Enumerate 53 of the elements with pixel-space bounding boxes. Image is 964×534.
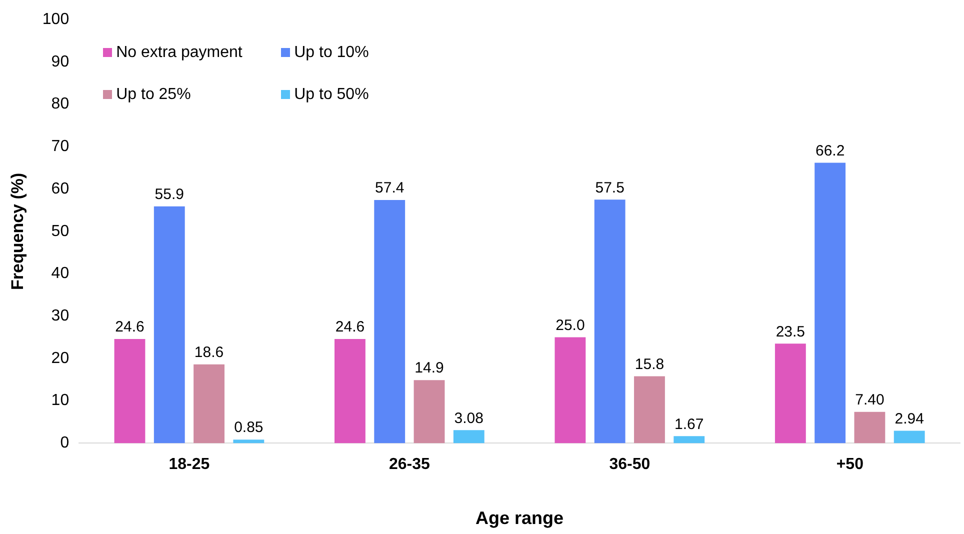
y-tick-label: 10: [51, 392, 70, 410]
bar: [374, 200, 406, 444]
data-label: 1.67: [674, 416, 704, 433]
bar: [554, 337, 586, 444]
legend-label: Up to 50%: [294, 86, 369, 104]
bar: [674, 436, 705, 444]
x-tick-label: 26-35: [388, 456, 430, 474]
data-label: 24.6: [115, 318, 144, 336]
x-tick-label: 36-50: [609, 456, 650, 474]
data-label: 25.0: [556, 316, 585, 334]
y-tick-label: 60: [51, 180, 70, 198]
data-label: 23.5: [776, 323, 806, 340]
x-axis-title: Age range: [476, 508, 564, 528]
y-tick-label: 40: [51, 265, 70, 282]
data-label: 18.6: [194, 344, 224, 362]
data-label: 2.94: [894, 410, 924, 428]
bar: [233, 440, 264, 444]
data-label: 15.8: [634, 356, 664, 373]
legend-label: No extra payment: [116, 44, 242, 62]
data-label: 7.40: [855, 391, 884, 408]
y-axis-title: Frequency (%): [8, 172, 27, 290]
bar: [854, 412, 886, 444]
y-tick-label: 70: [51, 138, 70, 156]
data-label: 3.08: [454, 410, 484, 427]
bar: [414, 380, 445, 444]
bar: [894, 430, 925, 444]
x-tick-label: +50: [836, 456, 864, 474]
data-label: 55.9: [154, 186, 184, 204]
bar: [634, 376, 665, 444]
y-tick-label: 80: [51, 96, 70, 113]
data-label: 57.5: [595, 179, 624, 196]
bar: [194, 364, 224, 444]
bar: [453, 430, 484, 444]
bar: [594, 200, 626, 444]
y-tick-label: 50: [51, 222, 70, 240]
y-tick-label: 20: [51, 350, 70, 367]
data-label: 14.9: [414, 360, 444, 377]
bar: [114, 338, 146, 444]
bar: [334, 338, 366, 444]
legend-label: Up to 25%: [116, 86, 191, 104]
bar: [814, 162, 846, 444]
bar: [154, 206, 185, 444]
y-tick-label: 0: [60, 434, 70, 452]
legend-label: Up to 10%: [294, 44, 369, 62]
data-label: 24.6: [335, 318, 365, 336]
data-label: 0.85: [234, 419, 264, 436]
data-label: 57.4: [375, 180, 404, 197]
y-tick-label: 100: [42, 11, 70, 28]
x-tick-label: 18-25: [168, 456, 210, 474]
data-label: 66.2: [815, 142, 845, 160]
y-tick-label: 90: [51, 53, 70, 70]
y-tick-label: 30: [51, 308, 70, 325]
bar: [774, 344, 806, 444]
